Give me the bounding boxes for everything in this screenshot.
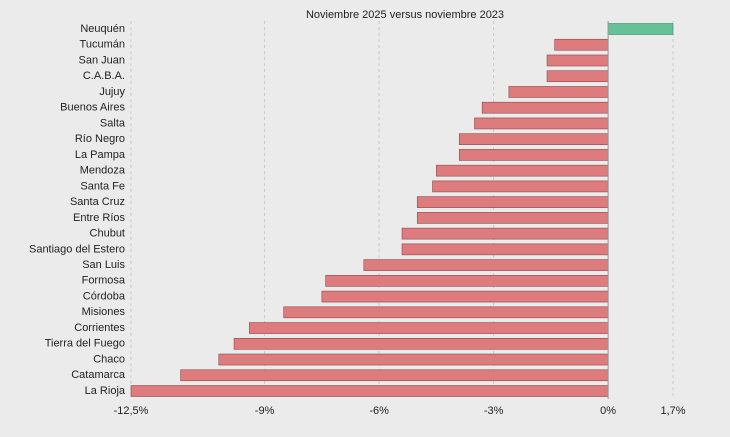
y-tick-label: Formosa (82, 275, 126, 287)
bar (481, 101, 609, 114)
bar (554, 38, 609, 51)
y-tick-label: Jujuy (99, 86, 125, 98)
y-tick-label: Tucumán (80, 39, 125, 51)
x-tick-label: 1,7% (660, 405, 685, 417)
y-tick-label: Santa Fe (80, 180, 125, 192)
bar (401, 227, 609, 240)
x-tick-label: -9% (255, 405, 275, 417)
bar (363, 259, 609, 271)
chart-title: Noviembre 2025 versus noviembre 2023 (306, 9, 504, 21)
y-tick-label: Entre Ríos (73, 212, 125, 224)
y-tick-label: Misiones (82, 306, 126, 318)
bar (416, 196, 609, 208)
y-tick-label: Neuquén (80, 23, 125, 35)
bar (401, 243, 609, 256)
y-tick-label: Chubut (90, 228, 125, 240)
bar (508, 86, 609, 98)
bar (546, 70, 609, 83)
x-tick-label: -3% (484, 405, 504, 417)
y-tick-label: C.A.B.A. (83, 70, 125, 82)
y-tick-label: Mendoza (80, 165, 126, 177)
y-tick-label: Río Negro (75, 133, 125, 145)
bar (249, 322, 609, 334)
y-tick-label: Chaco (93, 353, 125, 365)
bar (474, 117, 609, 130)
bar (546, 54, 609, 67)
bar (218, 353, 609, 366)
y-tick-label: San Luis (82, 259, 125, 271)
x-tick-label: -6% (369, 405, 389, 417)
y-tick-label: San Juan (79, 54, 125, 66)
bar (180, 369, 609, 382)
y-tick-label: Salta (100, 117, 126, 129)
y-tick-label: La Pampa (75, 149, 126, 161)
y-tick-label: Catamarca (71, 369, 126, 381)
y-tick-label: Buenos Aires (60, 102, 125, 114)
y-tick-label: La Rioja (85, 385, 126, 397)
y-tick-label: Córdoba (83, 290, 126, 302)
x-tick-label: 0% (600, 405, 616, 417)
y-tick-label: Santiago del Estero (29, 243, 125, 255)
x-tick-label: -12,5% (114, 405, 149, 417)
y-tick-label: Tierra del Fuego (45, 338, 125, 350)
bar (436, 164, 609, 177)
bar (325, 275, 609, 287)
bar (130, 385, 609, 397)
bar (432, 180, 609, 193)
bar (283, 306, 609, 319)
bar (233, 337, 609, 350)
y-tick-label: Santa Cruz (70, 196, 125, 208)
bar (458, 133, 609, 145)
y-tick-label: Corrientes (74, 322, 125, 334)
bar (321, 290, 609, 303)
bar (607, 23, 674, 35)
bar (416, 212, 609, 224)
bar (458, 149, 609, 161)
